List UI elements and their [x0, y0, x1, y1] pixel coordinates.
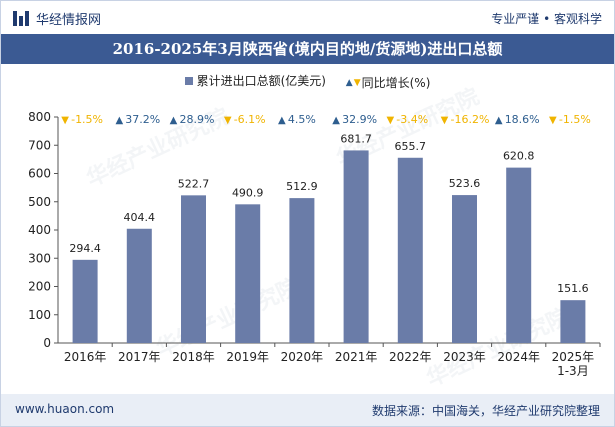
brand-logo-icon	[13, 11, 30, 26]
legend-square-icon	[184, 76, 193, 85]
bar-value-label: 404.4	[124, 211, 156, 224]
x-tick-label: 2020年	[281, 350, 324, 364]
triangle-up-icon: ▲	[170, 115, 178, 126]
bar	[289, 198, 315, 343]
x-tick-label: 2018年	[172, 350, 215, 364]
triangle-down-icon: ▼	[353, 77, 361, 88]
y-tick-label: 400	[28, 223, 51, 237]
bar-value-label: 620.8	[503, 150, 535, 163]
x-tick-label: 2025年	[552, 350, 595, 364]
x-tick-label: 2023年	[443, 350, 486, 364]
y-tick-label: 100	[28, 308, 51, 322]
triangle-down-icon: ▼	[61, 115, 69, 126]
x-tick-label: 2016年	[64, 350, 107, 364]
triangle-down-icon: ▼	[386, 115, 394, 126]
brand[interactable]: 华经情报网	[13, 9, 101, 28]
y-tick-label: 500	[28, 195, 51, 209]
bar	[506, 167, 532, 343]
x-tick-label: 2017年	[118, 350, 161, 364]
growth-label: 32.9%	[342, 113, 377, 126]
triangle-up-icon: ▲	[278, 115, 286, 126]
y-tick-label: 800	[28, 110, 51, 124]
y-tick-label: 300	[28, 251, 51, 265]
triangle-up-icon: ▲	[345, 77, 353, 88]
growth-label: -1.5%	[559, 113, 591, 126]
bar	[235, 204, 261, 343]
growth-label: 4.5%	[288, 113, 316, 126]
y-tick-label: 200	[28, 280, 51, 294]
triangle-down-icon: ▼	[441, 115, 449, 126]
legend-item-total: 累计进出口总额(亿美元)	[184, 72, 326, 89]
bar-value-label: 655.7	[395, 140, 427, 153]
bar-value-label: 522.7	[178, 177, 210, 190]
y-tick-label: 0	[43, 336, 51, 350]
x-tick-label: 2024年	[497, 350, 540, 364]
growth-label: -6.1%	[234, 113, 266, 126]
bar-value-label: 490.9	[232, 186, 264, 199]
x-tick-label: 2022年	[389, 350, 432, 364]
bar-value-label: 294.4	[69, 242, 101, 255]
footer-url[interactable]: www.huaon.com	[15, 402, 115, 416]
chart-title: 2016-2025年3月陕西省(境内目的地/货源地)进出口总额	[1, 34, 614, 64]
tagline: 专业严谨 • 客观科学	[491, 12, 602, 26]
legend-label-growth: 同比增长(%)	[361, 76, 431, 90]
legend-item-growth: ▲ ▼ 同比增长(%)	[346, 74, 431, 91]
bar-value-label: 512.9	[286, 180, 318, 193]
y-tick-label: 600	[28, 167, 51, 181]
legend-label-total: 累计进出口总额(亿美元)	[196, 74, 326, 88]
bar	[126, 228, 152, 343]
triangle-up-icon: ▲	[495, 115, 503, 126]
growth-label: -3.4%	[396, 113, 428, 126]
legend: 累计进出口总额(亿美元) ▲ ▼ 同比增长(%)	[0, 72, 615, 91]
triangle-up-icon: ▲	[115, 115, 123, 126]
bar	[452, 195, 477, 343]
y-tick-label: 700	[28, 138, 51, 152]
bar	[397, 157, 423, 343]
bar	[181, 195, 206, 343]
triangle-up-icon: ▲	[332, 115, 340, 126]
bar	[560, 300, 586, 343]
growth-label: -16.2%	[451, 113, 490, 126]
bar	[72, 259, 98, 343]
growth-label: 28.9%	[180, 113, 215, 126]
bar-value-label: 523.6	[449, 177, 481, 190]
triangle-down-icon: ▼	[549, 115, 557, 126]
x-tick-label: 2021年	[335, 350, 378, 364]
triangle-down-icon: ▼	[224, 115, 232, 126]
footer: www.huaon.com 数据来源：中国海关，华经产业研究院整理	[1, 394, 614, 426]
x-tick-label: 1-3月	[557, 364, 589, 378]
bar-value-label: 151.6	[557, 282, 589, 295]
bar-value-label: 681.7	[340, 132, 372, 145]
x-tick-label: 2019年	[226, 350, 269, 364]
footer-source: 数据来源：中国海关，华经产业研究院整理	[371, 404, 600, 418]
top-bar: 华经情报网 专业严谨 • 客观科学	[1, 1, 614, 33]
growth-label: 37.2%	[125, 113, 160, 126]
bar	[343, 150, 369, 343]
brand-name: 华经情报网	[36, 13, 102, 28]
growth-label: -1.5%	[71, 113, 103, 126]
growth-label: 18.6%	[505, 113, 540, 126]
